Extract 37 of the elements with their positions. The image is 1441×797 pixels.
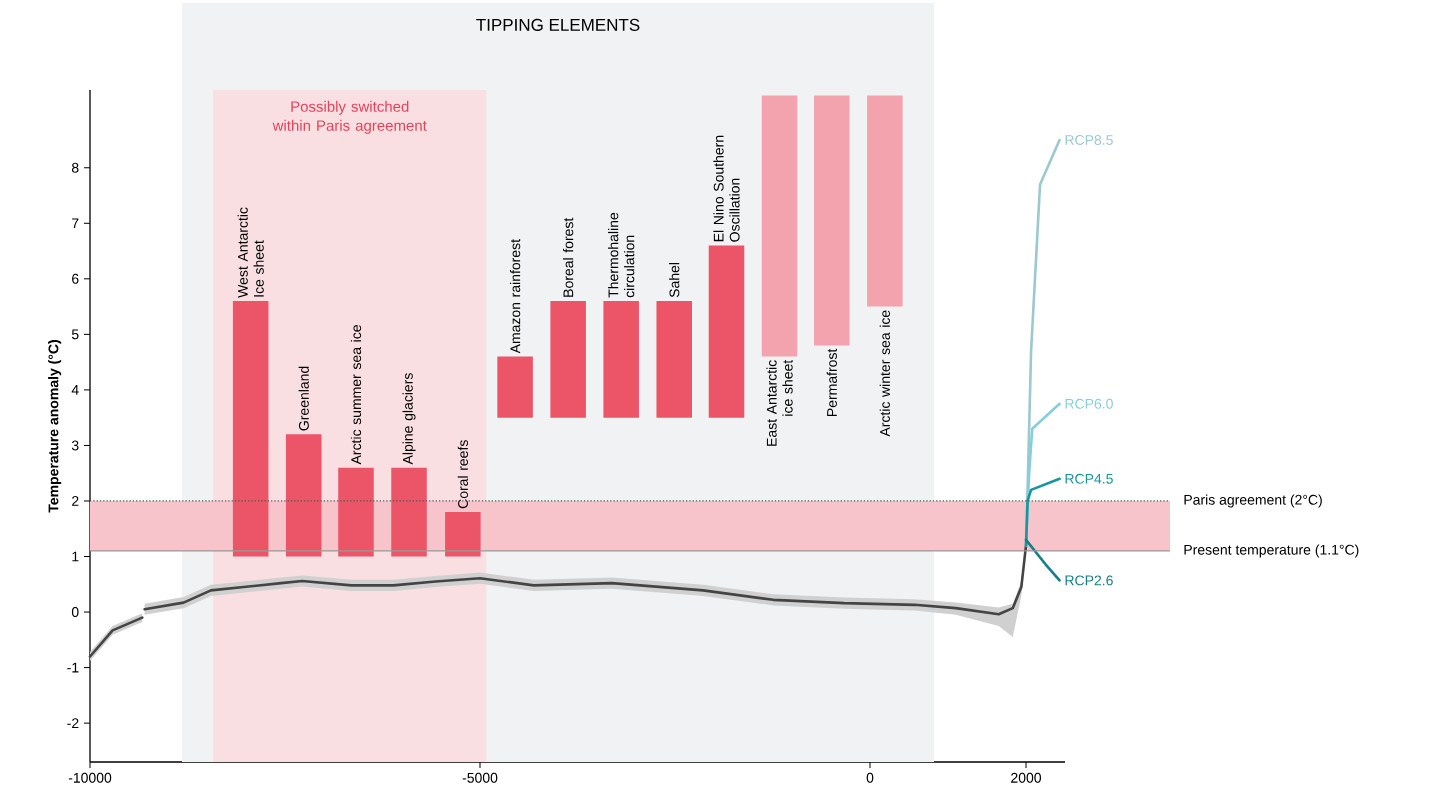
text: Coral reefs bbox=[457, 440, 468, 509]
series-label: RCP2.6 bbox=[1065, 575, 1113, 586]
text: East Antarctic ice sheet bbox=[766, 359, 793, 446]
y-tick-label: 6 bbox=[72, 273, 79, 284]
text: Alpine glaciers bbox=[402, 373, 416, 465]
text: Arctic summer sea ice bbox=[350, 325, 362, 465]
y-tick-label: -1 bbox=[67, 662, 79, 673]
y-tick-label: 5 bbox=[71, 329, 79, 340]
series-label: RCP4.5 bbox=[1065, 473, 1113, 484]
y-tick-label: 4 bbox=[71, 385, 79, 395]
text: Sahel bbox=[669, 262, 680, 298]
series-label: RCP6.0 bbox=[1065, 398, 1113, 409]
y-tick-label: -2 bbox=[67, 718, 79, 729]
band-label: Possibly switched within Paris agreement bbox=[272, 100, 427, 134]
text: West Antarctic Ice sheet bbox=[237, 207, 264, 298]
y-tick-label: 8 bbox=[71, 162, 79, 173]
band-label: TIPPING ELEMENTS bbox=[476, 18, 640, 31]
x-tick-label: -10000 bbox=[68, 772, 112, 783]
y-tick-label: 2 bbox=[72, 496, 79, 506]
y-tick-label: 1 bbox=[72, 551, 79, 562]
text: Amazon rainforest bbox=[509, 239, 521, 354]
x-tick-label: 0 bbox=[866, 772, 874, 783]
text: Permafrost bbox=[826, 348, 837, 416]
ref-line-label: Paris agreement (2°C) bbox=[1184, 494, 1322, 508]
y-tick-label: 0 bbox=[71, 607, 79, 618]
x-tick-label: -5000 bbox=[462, 772, 498, 783]
x-tick-label: 2000 bbox=[1011, 772, 1042, 783]
y-tick-label: 3 bbox=[71, 440, 79, 451]
series-label: RCP8.5 bbox=[1065, 135, 1113, 145]
text: Greenland bbox=[298, 366, 309, 431]
text: Arctic winter sea ice bbox=[879, 310, 890, 437]
text: Boreal forest bbox=[563, 217, 574, 297]
y-axis-title: Temperature anomaly (°C) bbox=[48, 340, 62, 513]
ref-line-label: Present temperature (1.1°C) bbox=[1184, 544, 1359, 558]
y-tick-label: 7 bbox=[72, 218, 79, 229]
text: Thermohaline circulation bbox=[608, 212, 635, 298]
text: El Nino Southern Oscillation bbox=[713, 135, 740, 242]
